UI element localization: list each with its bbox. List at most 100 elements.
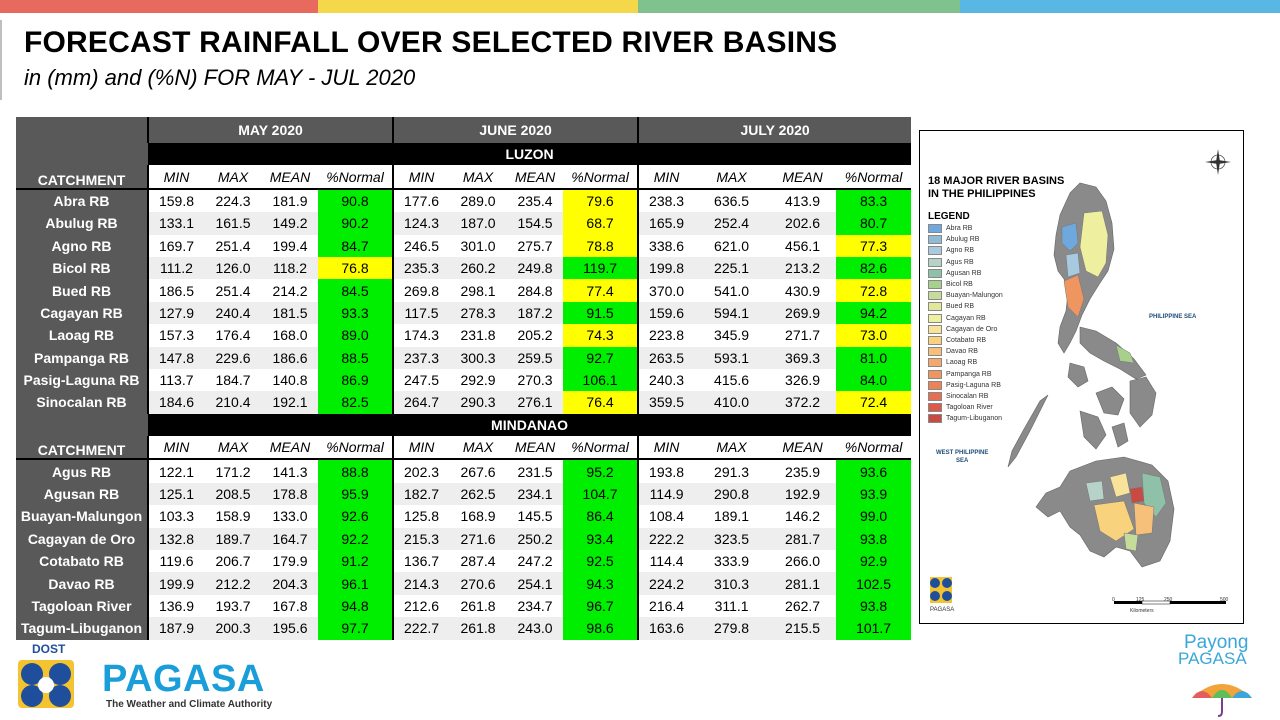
column-header-min: MIN (147, 165, 204, 189)
pct-normal-cell: 73.0 (836, 324, 912, 347)
column-header-min: MIN (637, 436, 695, 460)
header-blank-cell (16, 117, 148, 143)
rainfall-value-cell: 159.8 (147, 187, 204, 213)
rainfall-value-cell: 287.4 (449, 550, 508, 573)
rainfall-value-cell: 636.5 (694, 187, 770, 213)
pct-normal-cell: 76.4 (563, 391, 639, 414)
rainfall-value-cell: 161.5 (204, 212, 262, 235)
column-header-mean: MEAN (262, 165, 318, 189)
rainfall-value-cell: 251.4 (204, 234, 262, 257)
pct-normal-cell: 88.8 (318, 458, 394, 483)
rainfall-value-cell: 234.7 (507, 594, 564, 618)
legend-item: Agusan RB (928, 268, 1003, 279)
rainfall-value-cell: 210.4 (204, 391, 262, 414)
top-bar-red (0, 0, 318, 13)
rainfall-value-cell: 270.6 (449, 572, 508, 595)
label-philippine-sea: PHILIPPINE SEA (1149, 314, 1197, 320)
rainfall-value-cell: 246.5 (392, 234, 450, 257)
legend-swatch (928, 391, 942, 401)
month-header-row: MAY 2020 JUNE 2020 JULY 2020 (16, 117, 912, 143)
scale-label-0: 0 (1112, 597, 1115, 603)
map-legend-title: LEGEND (928, 211, 970, 222)
rainfall-value-cell: 199.8 (637, 256, 695, 280)
table-row: Pampanga RB 147.8 229.6 186.6 88.5 237.3 300.3… (16, 346, 912, 369)
rainfall-value-cell: 224.2 (637, 572, 695, 595)
legend-label: Sinocalan RB (946, 392, 989, 400)
legend-swatch (928, 268, 942, 278)
pct-normal-cell: 93.4 (563, 527, 639, 551)
table-row: Buayan-Malungon 103.3 158.9 133.0 92.6 125.8 1… (16, 505, 912, 528)
pct-normal-cell: 77.3 (836, 234, 912, 257)
rainfall-value-cell: 456.1 (769, 234, 837, 257)
legend-label: Agusan RB (946, 269, 982, 277)
payong-label-line-2: PAGASA (1178, 649, 1247, 668)
rainfall-value-cell: 163.6 (637, 617, 695, 640)
rainfall-value-cell: 187.0 (449, 212, 508, 235)
rainfall-value-cell: 182.7 (392, 482, 450, 506)
pagasa-wordmark: PAGASA (102, 658, 265, 700)
legend-swatch (928, 358, 942, 368)
pct-normal-cell: 91.2 (318, 550, 394, 573)
map-title: 18 MAJOR RIVER BASINS IN THE PHILIPPINES (928, 175, 1064, 201)
rainfall-value-cell: 594.1 (694, 301, 770, 325)
pagasa-logo-icon (18, 660, 74, 708)
rainfall-value-cell: 119.6 (147, 550, 204, 573)
rainfall-value-cell: 181.9 (262, 187, 318, 213)
rainfall-value-cell: 279.8 (694, 617, 770, 640)
rainfall-value-cell: 262.7 (769, 594, 837, 618)
pct-normal-cell: 81.0 (836, 346, 912, 369)
column-header-row-mindanao: CATCHMENT MIN MAX MEAN %Normal MIN MAX MEAN %Nor… (16, 436, 912, 460)
legend-swatch (928, 235, 942, 245)
rainfall-value-cell: 231.8 (449, 324, 508, 347)
compass-rose-icon (1205, 149, 1231, 175)
table-row: Cotabato RB 119.6 206.7 179.9 91.2 136.7 287.4… (16, 550, 912, 573)
legend-item: Laoag RB (928, 357, 1003, 368)
month-header-july: JULY 2020 (637, 117, 912, 143)
legend-swatch (928, 257, 942, 267)
legend-label: Abra RB (946, 225, 973, 233)
scale-label-125: 125 (1136, 597, 1145, 603)
pct-normal-cell: 90.2 (318, 212, 394, 235)
rainfall-value-cell: 281.7 (769, 527, 837, 551)
rainfall-value-cell: 261.8 (449, 617, 508, 640)
region-label-luzon: LUZON (148, 143, 912, 166)
rainfall-value-cell: 126.0 (204, 256, 262, 280)
rainfall-value-cell: 147.8 (147, 346, 204, 369)
rainfall-value-cell: 271.7 (769, 324, 837, 347)
pct-normal-cell: 84.5 (318, 279, 394, 302)
column-header-max: MAX (204, 165, 262, 189)
rainfall-value-cell: 145.5 (507, 505, 564, 528)
legend-item: Davao RB (928, 346, 1003, 357)
pct-normal-cell: 93.6 (836, 458, 912, 483)
mindanao-basins (1085, 472, 1167, 552)
rainfall-value-cell: 114.4 (637, 550, 695, 573)
table-row: Cagayan de Oro 132.8 189.7 164.7 92.2 215.3 27… (16, 527, 912, 551)
scale-unit-label: Kilometers (1130, 608, 1154, 614)
column-header-pct-normal: %Normal (563, 165, 639, 189)
rainfall-value-cell: 225.1 (694, 256, 770, 280)
column-header-mean: MEAN (262, 436, 318, 460)
legend-item: Cotabato RB (928, 335, 1003, 346)
pct-normal-cell: 78.8 (563, 234, 639, 257)
legend-label: Pasig-Laguna RB (946, 381, 1001, 389)
legend-item: Agus RB (928, 257, 1003, 268)
map-legend: Abra RB Abulug RB Agno RB Agus RB Agusan RB B… (928, 223, 1003, 424)
table-row: Laoag RB 157.3 176.4 168.0 89.0 174.3 231.8 205… (16, 324, 912, 347)
label-west-philippine-sea: WEST PHILIPPINE SEA (936, 449, 988, 465)
rainfall-value-cell: 168.0 (262, 324, 318, 347)
rainfall-value-cell: 252.4 (694, 212, 770, 235)
column-header-max: MAX (204, 436, 262, 460)
rainfall-value-cell: 176.4 (204, 324, 262, 347)
rainfall-value-cell: 189.1 (694, 505, 770, 528)
pct-normal-cell: 74.3 (563, 324, 639, 347)
pct-normal-cell: 84.0 (836, 368, 912, 392)
pct-normal-cell: 86.9 (318, 368, 394, 392)
pagasa-map-logo-icon (930, 577, 952, 603)
pct-normal-cell: 89.0 (318, 324, 394, 347)
pct-normal-cell: 82.6 (836, 256, 912, 280)
rainfall-value-cell: 291.3 (694, 458, 770, 483)
table-row: Abulug RB 133.1 161.5 149.2 90.2 124.3 187.0 15… (16, 212, 912, 235)
rainfall-value-cell: 266.0 (769, 550, 837, 573)
rainfall-value-cell: 338.6 (637, 234, 695, 257)
rainfall-value-cell: 345.9 (694, 324, 770, 347)
